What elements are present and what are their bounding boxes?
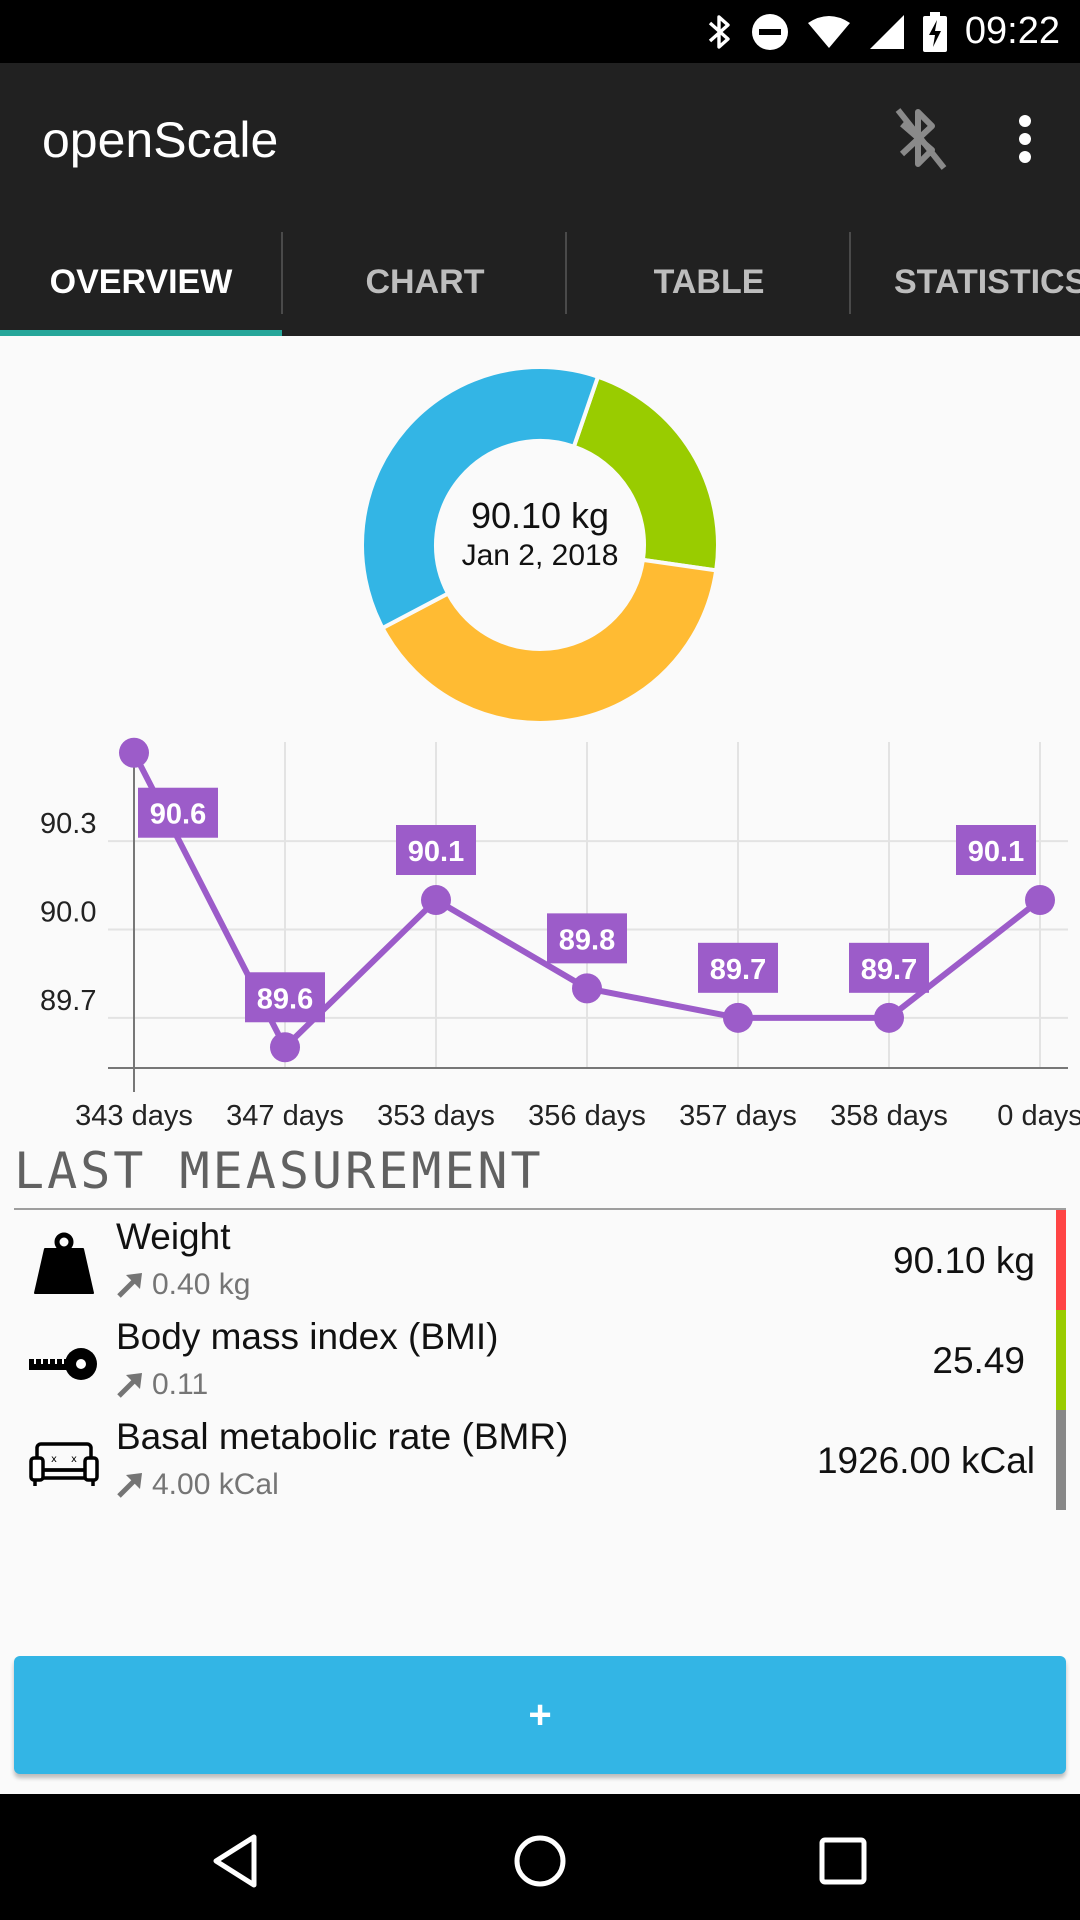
sofa-icon: x x	[28, 1428, 100, 1500]
svg-text:x: x	[51, 1454, 57, 1465]
more-vert-icon	[1019, 115, 1031, 163]
recents-button[interactable]	[798, 1816, 888, 1906]
measurement-value: 25.49	[932, 1340, 1025, 1381]
tab-divider	[849, 232, 851, 314]
donut-segment[interactable]	[379, 557, 719, 725]
trend-up-icon	[117, 1273, 142, 1298]
app-bar: openScale	[0, 63, 1080, 228]
weight-icon	[28, 1228, 100, 1300]
data-label: 89.6	[257, 983, 313, 1015]
data-label-box	[547, 913, 627, 964]
tape-measure-icon	[28, 1328, 100, 1400]
measurement-row-bmi[interactable]: Body mass index (BMI) 0.11 25.49	[0, 1310, 1080, 1410]
measurement-diff-value: 0.40 kg	[152, 1268, 251, 1301]
tab-indicator	[0, 330, 282, 336]
home-icon	[514, 1835, 566, 1887]
x-tick-label: 347 days	[226, 1100, 344, 1132]
navigation-bar	[0, 1794, 1080, 1920]
weight-donut-chart[interactable]	[360, 365, 720, 725]
tab-chart[interactable]: CHART	[365, 262, 485, 301]
measurement-row-bmr[interactable]: x x Basal metabolic rate (BMR) 4.00 kCal…	[0, 1410, 1080, 1510]
data-point[interactable]	[874, 1002, 904, 1033]
x-tick-label: 353 days	[377, 1100, 495, 1132]
status-bar-indicator	[1056, 1210, 1066, 1310]
data-label-box	[698, 942, 778, 993]
donut-center: 90.10 kg Jan 2, 2018	[360, 495, 720, 573]
x-tick-label: 0 days	[997, 1100, 1080, 1132]
status-bar: 09:22	[0, 0, 1080, 63]
tab-overview[interactable]: OVERVIEW	[49, 262, 233, 301]
do-not-disturb-icon	[751, 13, 789, 51]
donut-segment[interactable]	[571, 374, 720, 573]
data-label-box	[396, 825, 476, 875]
data-point[interactable]	[572, 973, 602, 1004]
donut-weight: 90.10 kg	[470, 495, 610, 536]
measurement-label: Body mass index (BMI)	[116, 1316, 499, 1357]
measurement-diff: 0.11	[116, 1368, 208, 1402]
data-point[interactable]	[1025, 885, 1055, 915]
measurement-value: 1926.00 kCal	[816, 1440, 1035, 1481]
app-title: openScale	[42, 112, 279, 168]
data-point[interactable]	[119, 737, 149, 768]
data-label-box	[245, 972, 325, 1023]
measurement-label: Weight	[116, 1216, 231, 1257]
back-icon	[213, 1834, 257, 1888]
signal-icon	[869, 14, 905, 50]
data-point[interactable]	[421, 885, 451, 915]
tab-statistics[interactable]: STATISTICS	[894, 262, 1080, 301]
donut-segment[interactable]	[360, 365, 601, 631]
measurement-diff: 0.40 kg	[116, 1268, 250, 1302]
tab-table[interactable]: TABLE	[653, 262, 765, 301]
data-label: 89.7	[861, 954, 917, 986]
divider	[14, 1208, 1066, 1210]
tab-divider	[281, 232, 283, 314]
measurement-diff: 4.00 kCal	[116, 1468, 279, 1502]
x-tick-label: 356 days	[528, 1100, 646, 1132]
weight-line-chart[interactable]: 90.3 90.0 89.7 343 days 347 days 353 days 356 …	[0, 730, 1080, 1140]
data-label: 90.1	[408, 836, 464, 868]
data-label-box	[956, 825, 1036, 875]
y-tick-label: 89.7	[40, 985, 96, 1017]
x-tick-label: 358 days	[830, 1100, 948, 1132]
data-label: 89.8	[559, 924, 615, 956]
tab-bar: OVERVIEW CHART TABLE STATISTICS	[0, 228, 1080, 336]
bluetooth-icon	[707, 14, 733, 50]
y-tick-label: 90.3	[40, 808, 96, 840]
trend-up-icon	[117, 1373, 142, 1398]
status-bar-indicator	[1056, 1410, 1066, 1510]
svg-text:x: x	[71, 1454, 77, 1465]
wifi-icon	[807, 15, 851, 49]
measurement-row-weight[interactable]: Weight 0.40 kg 90.10 kg	[0, 1210, 1080, 1310]
overflow-menu-button[interactable]	[1000, 99, 1050, 179]
data-label: 90.6	[150, 799, 206, 831]
measurement-diff-value: 4.00 kCal	[152, 1468, 279, 1501]
bluetooth-disabled-icon	[895, 108, 947, 170]
data-label: 89.7	[710, 954, 766, 986]
back-button[interactable]	[190, 1816, 280, 1906]
x-tick-label: 343 days	[75, 1100, 193, 1132]
trend-up-icon	[117, 1473, 142, 1498]
data-point[interactable]	[723, 1002, 753, 1033]
measurement-value: 90.10 kg	[893, 1240, 1035, 1281]
data-label: 90.1	[968, 836, 1024, 868]
data-label-box	[138, 787, 218, 838]
home-button[interactable]	[495, 1816, 585, 1906]
status-bar-indicator	[1056, 1310, 1066, 1410]
battery-charging-icon	[922, 11, 947, 52]
status-time: 09:22	[964, 10, 1060, 52]
x-tick-label: 357 days	[679, 1100, 797, 1132]
data-label-box	[849, 942, 929, 993]
donut-date: Jan 2, 2018	[461, 539, 619, 572]
add-measurement-button[interactable]: +	[14, 1656, 1066, 1774]
last-measurement-title: LAST MEASUREMENT	[14, 1142, 544, 1200]
data-point[interactable]	[270, 1032, 300, 1063]
bluetooth-connect-button[interactable]	[880, 99, 960, 179]
measurement-label: Basal metabolic rate (BMR)	[116, 1416, 569, 1457]
y-tick-label: 90.0	[40, 896, 96, 928]
tab-divider	[565, 232, 567, 314]
recents-icon	[819, 1837, 867, 1885]
measurement-diff-value: 0.11	[152, 1368, 209, 1401]
